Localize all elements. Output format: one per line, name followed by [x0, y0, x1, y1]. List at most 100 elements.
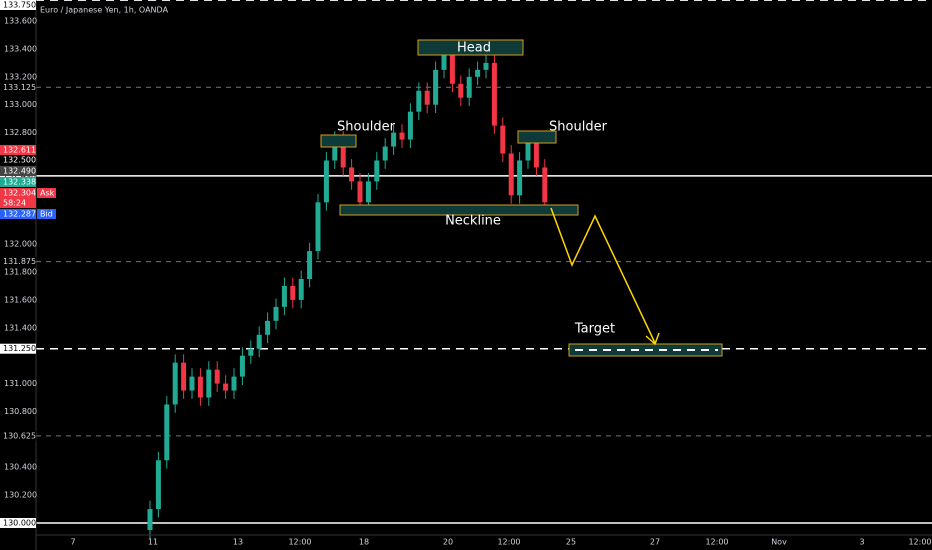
- level-tag-label: 131.250: [3, 344, 36, 353]
- candle-body: [382, 146, 388, 161]
- x-tick-label: 13: [233, 538, 243, 547]
- candle-body: [248, 348, 254, 356]
- price-tag: [0, 145, 36, 155]
- shoulder-box: [320, 134, 357, 148]
- candle-body: [466, 76, 472, 98]
- candle-body: [365, 181, 371, 203]
- price-axis: 133.600 133.400 133.200 133.000 132.800 132.0…: [0, 0, 56, 529]
- x-tick-label: 12:00: [705, 538, 728, 547]
- price-tag: [0, 209, 36, 219]
- candle-body: [449, 48, 455, 84]
- levels: [36, 0, 932, 524]
- x-tick-label: 7: [70, 538, 75, 547]
- price-tag-label: 132.304: [3, 189, 36, 198]
- y-tick-label: 130.400: [4, 463, 37, 472]
- candle-body: [332, 139, 338, 161]
- x-tick-label: 12:00: [908, 538, 931, 547]
- y-tick-label: 132.000: [4, 240, 37, 249]
- candle-body: [340, 139, 346, 168]
- price-tag-label: 132.338: [3, 178, 36, 187]
- candle-body: [483, 62, 489, 70]
- candle-body: [281, 285, 287, 307]
- y-tick-label: 132.800: [4, 128, 37, 137]
- x-tick-label: 20: [443, 538, 453, 547]
- y-tick-label: 131.000: [4, 379, 37, 388]
- y-tick-label: 133.400: [4, 44, 37, 53]
- level-tag-label: 133.125: [3, 83, 36, 92]
- candle-body: [298, 279, 304, 300]
- level-tag-label: 130.625: [3, 431, 36, 440]
- candle-body: [223, 383, 229, 391]
- y-tick-label: 131.400: [4, 323, 37, 332]
- candle-body: [416, 90, 422, 112]
- candle-body: [206, 369, 212, 398]
- candle-body: [214, 369, 220, 384]
- level-tag: [0, 430, 36, 441]
- candle-body: [475, 69, 481, 77]
- y-tick-label: 133.200: [4, 72, 37, 81]
- level-tag: [0, 82, 36, 93]
- candle-body: [458, 83, 464, 98]
- level-tag: [0, 0, 36, 10]
- candle-body: [391, 132, 397, 147]
- candle-body: [181, 362, 187, 391]
- candle-body: [517, 160, 523, 196]
- price-tag-side: [37, 209, 56, 219]
- neckline-label: Neckline: [445, 214, 501, 229]
- candle-body: [315, 202, 321, 252]
- level-tag-label: 130.000: [3, 519, 36, 528]
- x-tick-label: 3: [859, 538, 864, 547]
- x-tick-label: 12:00: [288, 538, 311, 547]
- price-tag: [0, 166, 36, 176]
- candle-body: [307, 251, 313, 280]
- neckline-box: [339, 204, 579, 216]
- candle-body: [349, 167, 355, 182]
- candle-body: [256, 334, 262, 349]
- level-tag-label: 133.750: [3, 1, 36, 10]
- chart-title: Euro / Japanese Yen, 1h, OANDA: [40, 6, 169, 15]
- price-tag-label: 132.611: [3, 146, 36, 155]
- arrow-head: [645, 332, 660, 346]
- candles: [147, 40, 548, 539]
- price-tag-side: [37, 188, 56, 198]
- level-tag: [0, 518, 36, 529]
- candle-body: [508, 153, 514, 196]
- candle-body: [491, 62, 497, 126]
- candle-body: [164, 404, 170, 461]
- candle-body: [357, 181, 363, 203]
- shoulder-label: Shoulder: [337, 120, 396, 135]
- x-tick-label: Nov: [771, 538, 787, 547]
- head-label: Head: [457, 41, 491, 56]
- price-tag-label: 132.490: [3, 167, 36, 176]
- candle-body: [407, 111, 413, 140]
- candle-body: [441, 48, 447, 70]
- candle-body: [147, 509, 153, 530]
- candle-body: [189, 376, 195, 391]
- price-tag: [0, 188, 36, 198]
- candle-body: [197, 376, 203, 398]
- x-tick-label: 11: [148, 538, 158, 547]
- candle-body: [399, 132, 405, 140]
- candle-body: [374, 160, 380, 182]
- price-tag: [0, 177, 36, 187]
- price-tag-side-label: Ask: [40, 189, 55, 198]
- candle-body: [265, 320, 271, 335]
- candle-body: [424, 90, 430, 105]
- candle-body: [525, 139, 531, 161]
- candle-body: [273, 306, 279, 321]
- candle-body: [500, 125, 506, 154]
- shoulder-box: [517, 130, 557, 144]
- x-tick-label: 27: [650, 538, 660, 547]
- y-tick-label: 131.600: [4, 295, 37, 304]
- price-tag: [0, 198, 36, 208]
- level-tag: [0, 256, 36, 267]
- price-tag-label: 132.287: [3, 210, 36, 219]
- x-tick-label: 18: [359, 538, 369, 547]
- y-tick-label: 133.000: [4, 100, 37, 109]
- y-tick-label: 130.800: [4, 407, 37, 416]
- candle-body: [533, 139, 539, 168]
- target-label: Target: [574, 322, 615, 337]
- price-tag-side-label: Bid: [40, 210, 53, 219]
- candle-body: [290, 285, 296, 300]
